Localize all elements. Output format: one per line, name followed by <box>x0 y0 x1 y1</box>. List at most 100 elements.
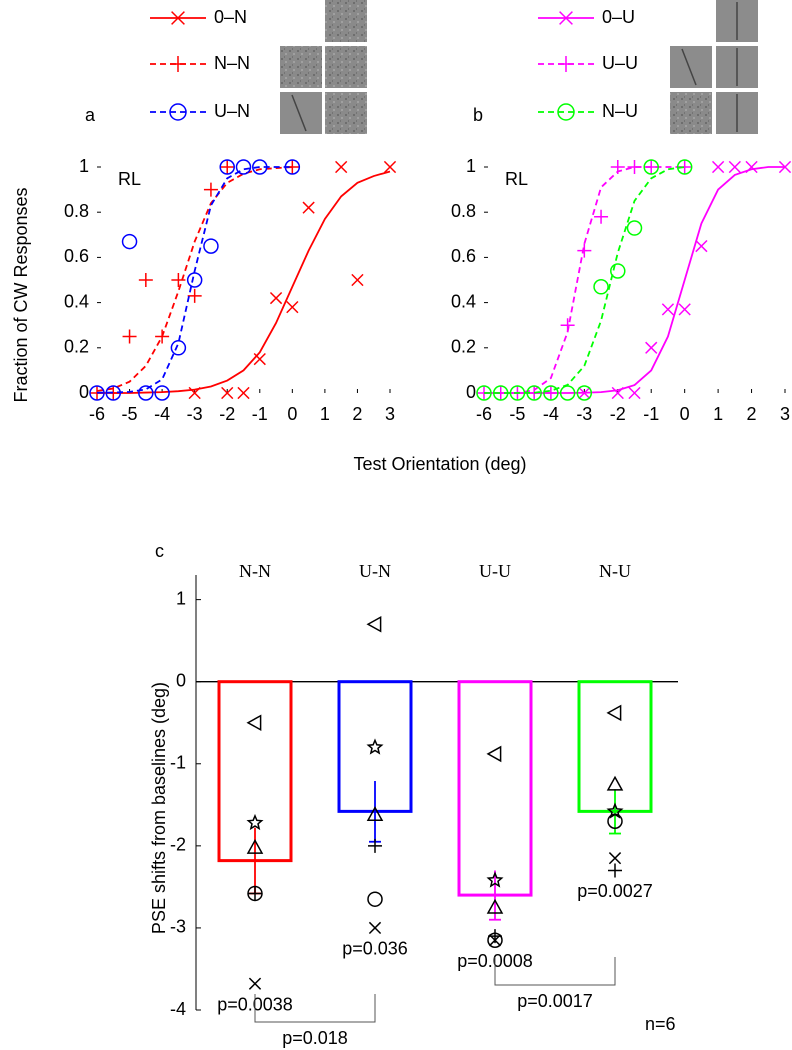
x-tick-label: 1 <box>320 404 330 424</box>
data-point <box>121 233 138 250</box>
y-tick-label: -2 <box>170 835 186 855</box>
subject-point <box>488 934 502 947</box>
panel-letter: a <box>85 105 96 125</box>
panel-title: RL <box>505 169 528 189</box>
data-point <box>284 159 301 175</box>
y-tick-label: 0.6 <box>451 246 476 266</box>
x-tick-label: -3 <box>576 404 592 424</box>
fit-curve <box>96 166 293 394</box>
x-tick-label: -1 <box>252 404 268 424</box>
subject-point <box>486 898 504 914</box>
x-tick-label: -6 <box>476 404 492 424</box>
y-tick-label: -1 <box>170 753 186 773</box>
subject-point <box>366 738 384 755</box>
data-point <box>711 160 725 174</box>
data-point <box>186 272 203 288</box>
subject-point <box>368 838 382 853</box>
category-label: N-U <box>599 561 631 581</box>
legend-marker <box>169 103 187 121</box>
comparison-label: p=0.018 <box>282 1028 348 1048</box>
data-point <box>728 160 741 174</box>
subject-point <box>246 813 264 831</box>
y-tick-label: 1 <box>176 588 186 608</box>
data-point <box>593 279 609 295</box>
legend-label: 0–U <box>602 7 635 27</box>
data-point <box>171 273 186 287</box>
data-point <box>611 386 624 400</box>
x-tick-label: -5 <box>122 404 138 424</box>
legend-marker <box>170 56 186 72</box>
category-label: U-N <box>359 561 391 581</box>
legend-label: U–N <box>214 101 250 121</box>
fit-curve <box>484 166 685 394</box>
data-point <box>509 385 526 401</box>
legend-marker <box>557 103 575 121</box>
subject-point <box>248 886 262 901</box>
data-point <box>235 159 252 175</box>
subject-point <box>608 863 622 878</box>
subject-point <box>367 891 383 907</box>
data-point <box>645 341 658 354</box>
data-point <box>543 385 559 401</box>
data-point <box>661 303 675 316</box>
data-point <box>89 385 105 401</box>
subject-point <box>607 813 623 829</box>
legend-marker <box>171 11 185 25</box>
data-point <box>559 385 576 401</box>
subject-point <box>248 977 262 990</box>
y-axis-label: PSE shifts from baselines (deg) <box>149 682 169 934</box>
y-tick-label: 0.2 <box>64 337 89 357</box>
data-point <box>122 329 137 344</box>
x-tick-label: 3 <box>780 404 790 424</box>
fit-curve <box>96 166 293 392</box>
data-point <box>351 273 364 287</box>
annotation: n=6 <box>645 1014 676 1034</box>
data-point <box>594 209 609 224</box>
data-point <box>383 160 397 174</box>
data-point <box>526 385 542 401</box>
data-point <box>302 201 315 214</box>
data-point <box>170 340 187 356</box>
data-point <box>269 291 283 305</box>
data-point <box>154 385 170 401</box>
fit-curve <box>484 166 685 394</box>
panel-title: RL <box>118 169 141 189</box>
x-tick-label: -4 <box>154 404 170 424</box>
subject-point <box>246 838 264 854</box>
x-axis-label: Test Orientation (deg) <box>353 454 526 474</box>
subject-point <box>608 852 622 865</box>
data-point <box>577 243 592 258</box>
data-point <box>644 160 659 174</box>
data-point <box>252 159 268 175</box>
data-point <box>155 329 170 344</box>
data-point <box>492 385 509 401</box>
subject-point <box>486 871 504 888</box>
data-point <box>643 159 659 175</box>
x-tick-label: -3 <box>187 404 203 424</box>
subject-point <box>366 615 382 633</box>
x-tick-label: 3 <box>385 404 395 424</box>
data-point <box>745 160 758 174</box>
y-tick-label: 0.6 <box>64 246 89 266</box>
data-point <box>576 385 593 401</box>
y-tick-label: 1 <box>466 156 476 176</box>
y-axis-label: Fraction of CW Responses <box>11 187 31 402</box>
x-tick-label: -6 <box>89 404 105 424</box>
data-point <box>138 385 154 401</box>
legend-label: 0–N <box>214 7 247 27</box>
fit-curve <box>97 170 391 394</box>
x-tick-label: -5 <box>509 404 525 424</box>
category-label: U-U <box>479 561 511 581</box>
data-point <box>627 160 642 174</box>
data-point <box>560 318 575 333</box>
x-tick-label: 0 <box>680 404 690 424</box>
comparison-bracket <box>494 957 616 986</box>
data-point <box>221 386 234 400</box>
legend-marker <box>559 11 573 25</box>
p-value-label: p=0.036 <box>342 939 408 959</box>
data-point <box>286 300 299 314</box>
x-tick-label: -2 <box>219 404 235 424</box>
y-tick-label: 0.8 <box>451 201 476 221</box>
data-point <box>220 160 235 174</box>
legend-label: U–U <box>602 53 638 73</box>
